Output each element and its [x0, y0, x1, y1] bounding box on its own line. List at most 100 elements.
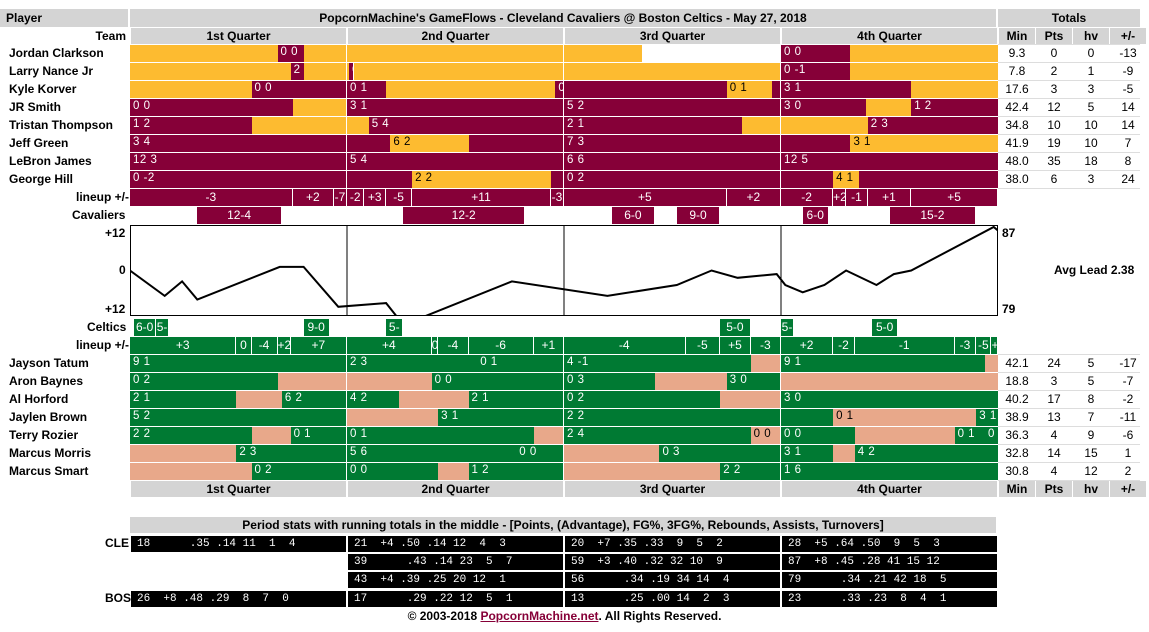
period-stat-cell: 20 +7 .35 .33 9 5 2: [565, 536, 780, 552]
bos-run-label: Celtics: [87, 320, 127, 334]
footer-link[interactable]: PopcornMachine.net: [480, 609, 599, 623]
cle-quarter-divider: [563, 153, 564, 170]
bos-player-stat: 7: [1087, 410, 1095, 424]
bos-minutes-segment: 0 3: [564, 373, 656, 390]
bos-segment-stat: 3 0: [784, 392, 802, 404]
cle-segment-stat: 5 4: [350, 154, 368, 166]
bos-period-label: BOS: [105, 591, 132, 605]
bos-player-name: Marcus Smart: [9, 464, 89, 478]
cle-player-stat: 10: [1084, 136, 1098, 150]
period-stat-cell: 23 .33 .23 8 4 1: [782, 591, 997, 607]
cle-lineup-cell: +2: [292, 189, 333, 206]
cle-lineup-cell: +11: [412, 189, 550, 206]
bos-lineup-label: lineup +/-: [76, 338, 130, 352]
cle-player-stat: 10: [1047, 118, 1061, 132]
bos-segment-stat: 0 3: [662, 446, 680, 458]
cle-player-stat: 2: [1050, 64, 1058, 78]
cle-minutes-segment: [550, 171, 564, 188]
cle-minutes-segment: 7 3: [564, 135, 781, 152]
cle-minutes-segment: [130, 63, 291, 80]
cle-lineup-cell: +3: [364, 189, 386, 206]
period-stat-cell: 18 .35 .14 11 1 4: [131, 536, 346, 552]
cle-lineup-label: lineup +/-: [76, 190, 130, 204]
lead-line: [130, 225, 998, 316]
cle-lineup-cell: +5: [911, 189, 997, 206]
bos-minutes-segment: 0 0: [781, 427, 855, 444]
period-stats-title: Period stats with running totals in the …: [130, 517, 996, 533]
cle-segment-stat: 2 2: [415, 172, 433, 184]
cle-segment-stat: 6 2: [393, 136, 411, 148]
cle-player-stat: 3: [1087, 82, 1095, 96]
cle-minutes-segment: 0 -1: [781, 63, 851, 80]
cle-player-name: Larry Nance Jr: [9, 64, 94, 78]
bos-segment-stat: 0 1: [350, 428, 368, 440]
cle-player-stat: -9: [1122, 64, 1134, 78]
bos-minutes-segment: 3 1: [438, 409, 564, 426]
cle-minutes-segment: 6 6: [564, 153, 781, 170]
cle-minutes-segment: [781, 171, 834, 188]
stats-row-rule: [998, 462, 1140, 463]
bos-player-stat: 30.8: [1005, 464, 1029, 478]
bos-quarter-divider: [780, 391, 781, 408]
bos-minutes-segment: 2 3: [347, 355, 478, 372]
cle-lineup-cell: -3: [130, 189, 292, 206]
bos-segment-stat: 0 1: [957, 428, 976, 440]
cle-segment-stat: 2 1: [567, 118, 585, 130]
bos-minutes-segment: [251, 427, 291, 444]
cle-lineup-cell: -1: [846, 189, 867, 206]
cle-minutes-segment: [353, 63, 781, 80]
bos-segment-stat: 0 2: [254, 464, 273, 476]
cle-minutes-segment: 5 2: [564, 99, 781, 116]
bos-lineup-cell: -3: [750, 337, 780, 354]
cle-quarter-divider: [780, 153, 781, 170]
bos-player-name: Terry Rozier: [9, 428, 79, 442]
cle-lineup-cell: -2: [347, 189, 364, 206]
cle-quarter-divider: [780, 81, 781, 98]
bos-segment-stat: 2 4: [567, 428, 585, 440]
cle-segment-stat: 7 3: [567, 136, 585, 148]
bos-segment-stat: 0: [987, 428, 995, 440]
bos-minutes-segment: 3 0: [781, 391, 998, 408]
avg-lead-label: Avg Lead 2.38: [1054, 263, 1135, 277]
cle-segment-stat: 0 0: [133, 100, 151, 112]
bos-minutes-segment: 0 1: [477, 355, 564, 372]
period-stat-cell: 21 +4 .50 .14 12 4 3: [348, 536, 563, 552]
bos-segment-stat: 0 1: [480, 356, 498, 368]
cle-player-stat: 14: [1121, 100, 1135, 114]
bos-minutes-segment: [399, 391, 469, 408]
cle-minutes-segment: 3 4: [130, 135, 347, 152]
bos-segment-stat: 2 3: [350, 356, 368, 368]
cle-quarter-divider: [346, 135, 347, 152]
stats-row-rule: [998, 426, 1140, 427]
bos-minutes-segment: [130, 463, 252, 480]
cle-minutes-segment: 3 1: [347, 99, 564, 116]
cle-quarter-divider: [346, 117, 347, 134]
bos-minutes-segment: 1 6: [781, 463, 998, 480]
cle-segment-stat: 3 0: [784, 100, 802, 112]
team-header: Team: [95, 29, 126, 43]
bos-player-stat: 38.9: [1005, 410, 1029, 424]
cle-minutes-segment: 3 0: [781, 99, 866, 116]
cle-player-stat: 7.8: [1008, 64, 1026, 78]
bos-player-stat: 12: [1084, 464, 1098, 478]
bos-minutes-segment: 2 4: [564, 427, 751, 444]
period-stat-cell: 43 +4 .39 .25 20 12 1: [348, 572, 563, 588]
cle-player-stat: 12: [1047, 100, 1061, 114]
cle-minutes-segment: 12 3: [130, 153, 347, 170]
bos-lineup-cell: -6: [468, 337, 533, 354]
cle-segment-stat: 1 2: [133, 118, 151, 130]
cle-player-stat: 7: [1124, 136, 1132, 150]
top-quarter-header-1: 1st Quarter: [131, 28, 346, 44]
period-stat-cell: 56 .34 .19 34 14 4: [565, 572, 780, 588]
bos-player-name: Aron Baynes: [9, 374, 84, 388]
bos-lineup-cell: +1: [533, 337, 563, 354]
cle-player-stat: 3: [1050, 82, 1058, 96]
cle-segment-stat: 0 -1: [784, 64, 806, 76]
cle-quarter-divider: [780, 45, 781, 62]
cle-player-name: Jordan Clarkson: [9, 46, 104, 60]
bos-player-name: Jaylen Brown: [9, 410, 88, 424]
period-stat-cell: 59 +3 .40 .32 32 10 9: [565, 554, 780, 570]
bos-minutes-segment: 4 -1: [564, 355, 751, 372]
bos-player-stat: 13: [1047, 410, 1061, 424]
cle-player-name: George Hill: [9, 172, 74, 186]
